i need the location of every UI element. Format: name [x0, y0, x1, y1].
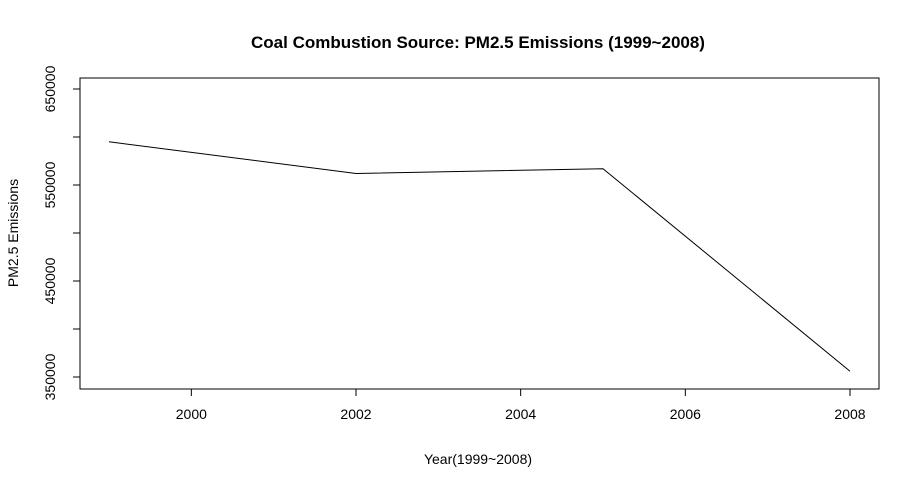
y-tick-label: 550000 — [42, 161, 58, 208]
plot-frame — [79, 77, 880, 390]
chart-title: Coal Combustion Source: PM2.5 Emissions … — [251, 33, 705, 52]
y-tick-label: 350000 — [42, 353, 58, 400]
x-tick-label: 2008 — [834, 406, 865, 422]
x-axis-label: Year(1999~2008) — [424, 451, 532, 467]
x-tick-label: 2006 — [670, 406, 701, 422]
y-tick-label: 450000 — [42, 257, 58, 304]
x-tick-label: 2004 — [505, 406, 536, 422]
series-layer — [108, 141, 851, 372]
x-tick-label: 2002 — [340, 406, 371, 422]
series-line — [108, 141, 851, 372]
y-axis-label: PM2.5 Emissions — [5, 179, 21, 287]
y-axis: 350000 450000 550000 650000 — [42, 65, 80, 400]
y-tick-label: 650000 — [42, 65, 58, 112]
x-tick-label: 2000 — [176, 406, 207, 422]
x-axis: 2000 2002 2004 2006 2008 — [176, 389, 866, 422]
